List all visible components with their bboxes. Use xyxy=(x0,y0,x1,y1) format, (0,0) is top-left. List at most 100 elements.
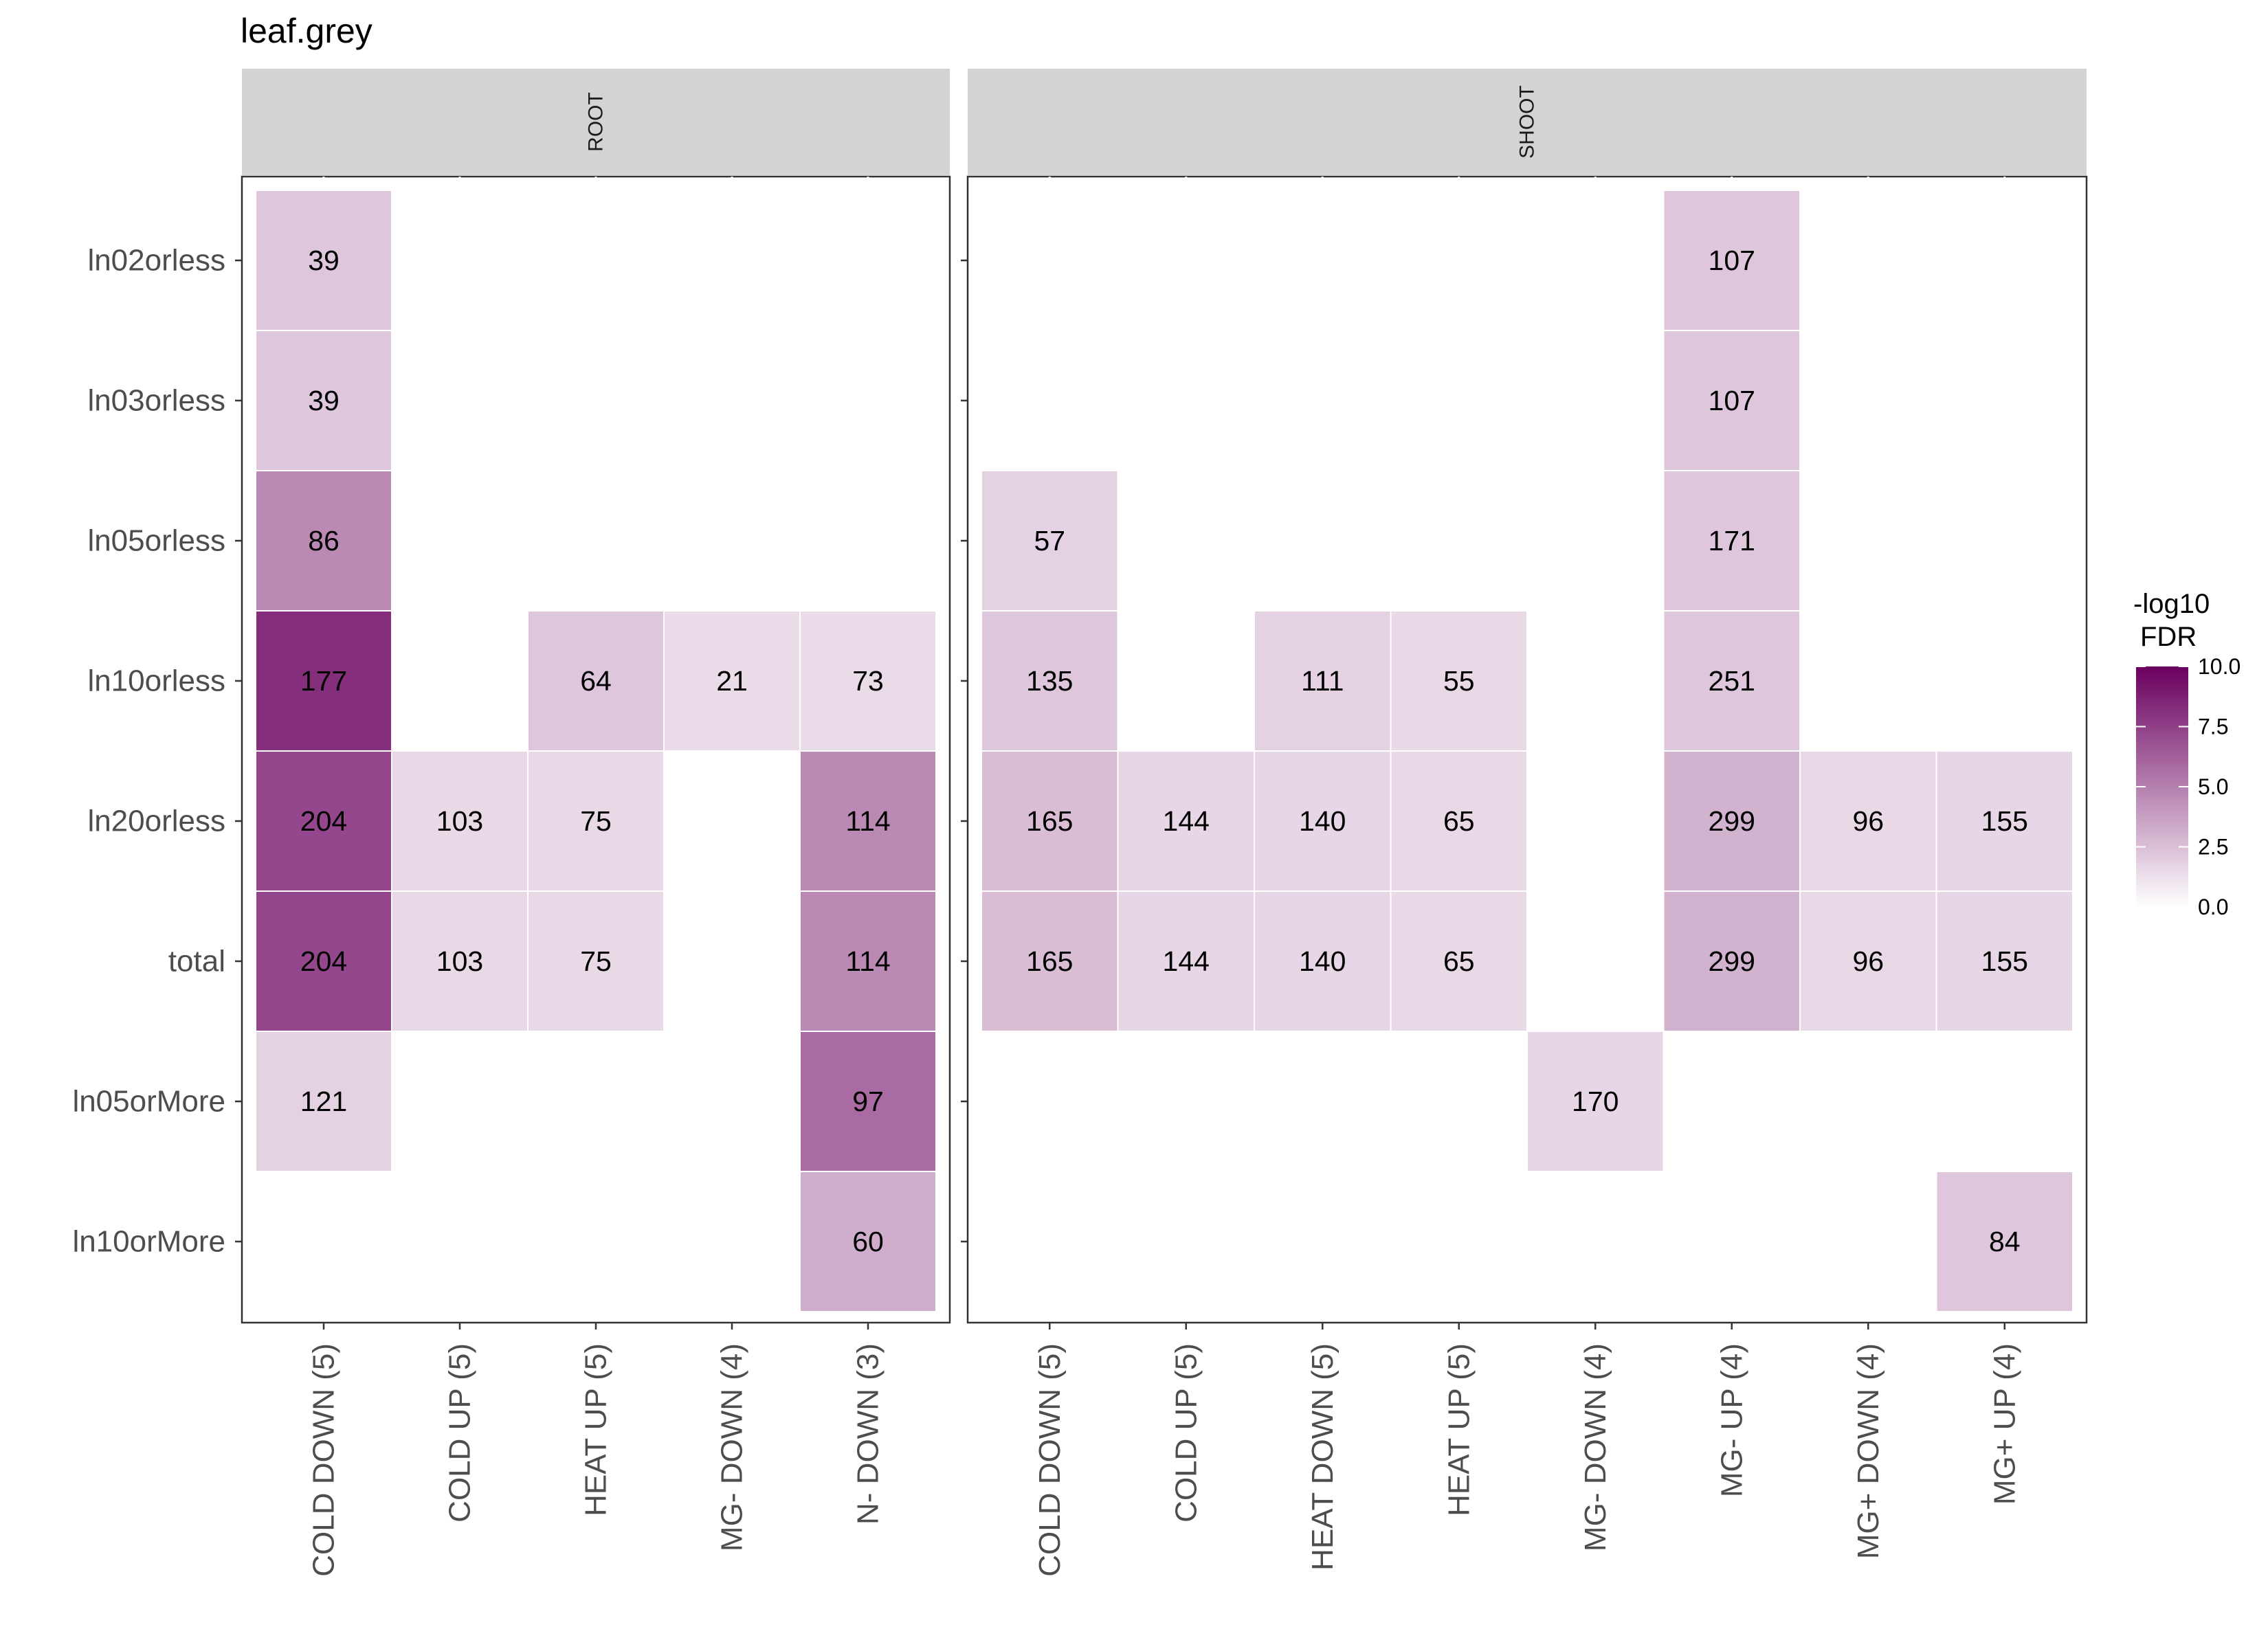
facet-panels: ROOT 39 39 86 177 64 21 73 204 103 75 114 204 103 75 11… xyxy=(235,69,2088,1577)
heatmap-tile xyxy=(1117,750,1255,892)
tile-value-label: 97 xyxy=(852,1086,884,1117)
legend-tick-label: 2.5 xyxy=(2198,835,2228,860)
tile-value-label: 177 xyxy=(300,665,347,697)
heatmap-tile xyxy=(1526,1031,1665,1172)
heatmap-tile xyxy=(1799,890,1937,1032)
tile-value-label: 65 xyxy=(1443,945,1475,977)
tile-value-label: 57 xyxy=(1034,525,1065,557)
x-tick-label: HEAT DOWN (5) xyxy=(1306,1343,1339,1571)
legend-tick-label: 5.0 xyxy=(2198,774,2228,799)
heatmap-tile xyxy=(799,610,937,752)
heatmap-tile xyxy=(1935,890,2074,1032)
tile-value-label: 65 xyxy=(1443,805,1475,837)
heatmap-tile xyxy=(1663,330,1801,471)
facet-strip xyxy=(968,69,2087,175)
y-tick-label: ln05orMore xyxy=(72,1085,225,1119)
heatmap-tile xyxy=(1663,890,1801,1032)
tile-value-label: 107 xyxy=(1709,245,1755,276)
x-tick-label: HEAT UP (5) xyxy=(579,1343,613,1516)
tile-value-label: 144 xyxy=(1163,945,1210,977)
y-tick-label: ln10orless xyxy=(87,664,225,698)
heatmap-tile xyxy=(799,890,937,1032)
heatmap-tile xyxy=(1663,470,1801,612)
tile-value-label: 39 xyxy=(308,385,340,416)
heatmap-tile xyxy=(1254,890,1392,1032)
tile-value-label: 96 xyxy=(1852,805,1884,837)
tile-value-label: 155 xyxy=(1981,805,2028,837)
tile-value-label: 299 xyxy=(1709,945,1755,977)
x-tick-label: MG- DOWN (4) xyxy=(715,1343,749,1551)
tile-value-label: 84 xyxy=(1989,1226,2021,1257)
heatmap-tile xyxy=(1390,890,1528,1032)
heatmap-tile xyxy=(1935,1171,2074,1312)
y-tick-label: ln20orless xyxy=(87,805,225,838)
tile-value-label: 165 xyxy=(1026,805,1073,837)
facet-strip-label: SHOOT xyxy=(1516,85,1539,159)
x-tick-label: MG- UP (4) xyxy=(1715,1343,1748,1497)
x-tick-label: COLD DOWN (5) xyxy=(307,1343,341,1577)
tile-value-label: 204 xyxy=(300,945,347,977)
heatmap-tile xyxy=(1390,610,1528,752)
heatmap-tile xyxy=(981,610,1119,752)
row-labels: ln02orless ln03orless ln05orless ln10orless… xyxy=(72,244,225,1259)
tile-value-label: 55 xyxy=(1443,665,1475,697)
heatmap-tile xyxy=(255,190,392,331)
tile-value-label: 107 xyxy=(1709,385,1755,416)
heatmap-tile xyxy=(255,1031,392,1172)
heatmap-tile xyxy=(981,890,1119,1032)
heatmap-tile xyxy=(527,750,665,892)
x-tick-label: COLD UP (5) xyxy=(443,1343,477,1523)
tile-value-label: 155 xyxy=(1981,945,2028,977)
tile-value-label: 39 xyxy=(308,245,340,276)
tile-value-label: 171 xyxy=(1709,525,1755,557)
tile-value-label: 60 xyxy=(852,1226,884,1257)
tile-value-label: 111 xyxy=(1301,665,1344,697)
tile-value-label: 121 xyxy=(300,1086,347,1117)
tile-value-label: 140 xyxy=(1299,805,1346,837)
legend-title: FDR xyxy=(2140,622,2197,652)
x-tick-label: N- DOWN (3) xyxy=(852,1343,885,1525)
tile-value-label: 135 xyxy=(1026,665,1073,697)
heatmap-tile xyxy=(255,330,392,471)
heatmap-tile xyxy=(1390,750,1528,892)
tile-value-label: 86 xyxy=(308,525,340,557)
panel-shoot: SHOOT 107 107 57 171 135 111 55 251 165 144 140 65 29… xyxy=(961,69,2088,1577)
legend-tick-label: 0.0 xyxy=(2198,895,2228,919)
y-tick-label: ln10orMore xyxy=(72,1225,225,1259)
heatmap-tile xyxy=(255,750,392,892)
legend-title: -log10 xyxy=(2133,589,2210,619)
tile-value-label: 114 xyxy=(845,805,890,837)
heatmap-tile xyxy=(255,890,392,1032)
x-tick-label: COLD UP (5) xyxy=(1169,1343,1203,1523)
y-tick-label: ln02orless xyxy=(87,244,225,278)
tile-value-label: 75 xyxy=(580,805,612,837)
tile-value-label: 21 xyxy=(716,665,748,697)
x-tick-label: MG- DOWN (4) xyxy=(1579,1343,1612,1551)
legend-tick-label: 10.0 xyxy=(2198,654,2241,679)
tile-value-label: 170 xyxy=(1572,1086,1619,1117)
tile-value-label: 204 xyxy=(300,805,347,837)
heatmap-tile xyxy=(799,1031,937,1172)
heatmap-tile xyxy=(981,470,1119,612)
facet-strip xyxy=(242,69,950,175)
y-tick-label: ln03orless xyxy=(87,384,225,418)
x-tick-label: COLD DOWN (5) xyxy=(1033,1343,1067,1577)
heatmap-tile xyxy=(527,890,665,1032)
heatmap-tile xyxy=(663,610,801,752)
legend-tick-label: 7.5 xyxy=(2198,715,2228,739)
chart-title: leaf.grey xyxy=(241,12,373,50)
heatmap-tile xyxy=(391,750,529,892)
tile-value-label: 165 xyxy=(1026,945,1073,977)
heatmap-tile xyxy=(255,610,392,752)
tile-value-label: 73 xyxy=(852,665,884,697)
tile-value-label: 114 xyxy=(845,945,890,977)
tile-value-label: 103 xyxy=(436,945,483,977)
x-tick-label: HEAT UP (5) xyxy=(1442,1343,1476,1516)
heatmap-tile xyxy=(1663,750,1801,892)
tile-value-label: 64 xyxy=(580,665,612,697)
x-tick-label: MG+ DOWN (4) xyxy=(1852,1343,1885,1559)
heatmap-tile xyxy=(1117,890,1255,1032)
facet-strip-label: ROOT xyxy=(585,92,608,152)
tile-value-label: 75 xyxy=(580,945,612,977)
